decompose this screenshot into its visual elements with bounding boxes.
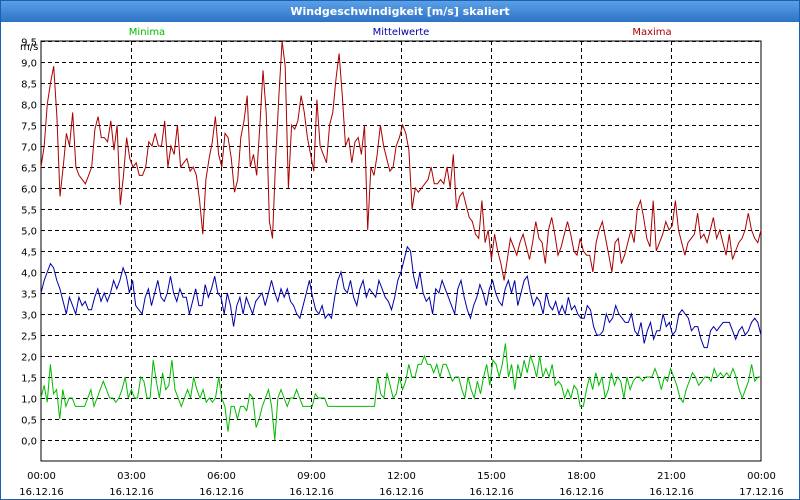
legend-mittelwerte: Mittelwerte <box>373 27 430 38</box>
x-tick-time: 06:00 <box>207 471 236 482</box>
x-tick-time: 03:00 <box>117 471 146 482</box>
x-tick-date: 16.12.16 <box>379 487 424 498</box>
y-tick-label: 5,5 <box>21 206 37 217</box>
y-tick-label: 9,5 <box>21 38 37 49</box>
y-axis: m/s 9,5 9,0 8,5 8,0 7,5 7,0 6,5 6,0 5,5 5,0 4,5 4,0… <box>20 38 38 448</box>
x-tick-date: 16.12.16 <box>199 487 244 498</box>
x-tick-time: 12:00 <box>387 471 416 482</box>
series-line-minima <box>40 343 761 441</box>
x-tick-date: 16.12.16 <box>289 487 334 498</box>
x-tick-date: 17.12.16 <box>739 487 784 498</box>
x-tick-time: 15:00 <box>477 471 506 482</box>
window-title: Windgeschwindigkeit [m/s] skaliert <box>1 1 799 22</box>
x-tick-time: 09:00 <box>297 471 326 482</box>
y-tick-label: 3,0 <box>21 311 37 322</box>
x-tick-date: 16.12.16 <box>469 487 514 498</box>
y-tick-label: 8,0 <box>21 101 37 112</box>
y-tick-label: 1,0 <box>21 395 37 406</box>
x-tick-time: 18:00 <box>567 471 596 482</box>
x-tick-date: 16.12.16 <box>19 487 64 498</box>
y-tick-label: 2,5 <box>21 332 37 343</box>
y-tick-label: 4,0 <box>21 269 37 280</box>
series-lines <box>40 40 762 441</box>
y-tick-label: 7,5 <box>21 122 37 133</box>
series-line-mittelwerte <box>40 245 762 349</box>
x-tick-date: 16.12.16 <box>559 487 604 498</box>
y-tick-label: 9,0 <box>21 59 37 70</box>
y-tick-label: 0,5 <box>21 416 37 427</box>
x-tick-time: 00:00 <box>747 471 776 482</box>
legend: Minima Mittelwerte Maxima <box>129 27 672 38</box>
x-tick-time: 00:00 <box>27 471 56 482</box>
y-tick-label: 0,0 <box>21 437 37 448</box>
y-tick-label: 3,5 <box>21 290 37 301</box>
x-tick-date: 16.12.16 <box>649 487 694 498</box>
legend-maxima: Maxima <box>632 27 671 38</box>
x-axis: 00:00 16.12.16 03:00 16.12.16 06:00 16.12.16 0… <box>19 471 784 498</box>
y-tick-label: 1,5 <box>21 374 37 385</box>
y-tick-label: 8,5 <box>21 80 37 91</box>
series-line-maxima <box>40 40 762 281</box>
y-tick-label: 6,0 <box>21 185 37 196</box>
y-tick-label: 7,0 <box>21 143 37 154</box>
y-axis-unit: m/s <box>20 42 38 53</box>
x-tick-date: 16.12.16 <box>109 487 154 498</box>
y-tick-label: 5,0 <box>21 227 37 238</box>
y-tick-label: 6,5 <box>21 164 37 175</box>
y-tick-label: 2,0 <box>21 353 37 364</box>
y-tick-label: 4,5 <box>21 248 37 259</box>
x-tick-time: 21:00 <box>657 471 686 482</box>
legend-minima: Minima <box>129 27 165 38</box>
